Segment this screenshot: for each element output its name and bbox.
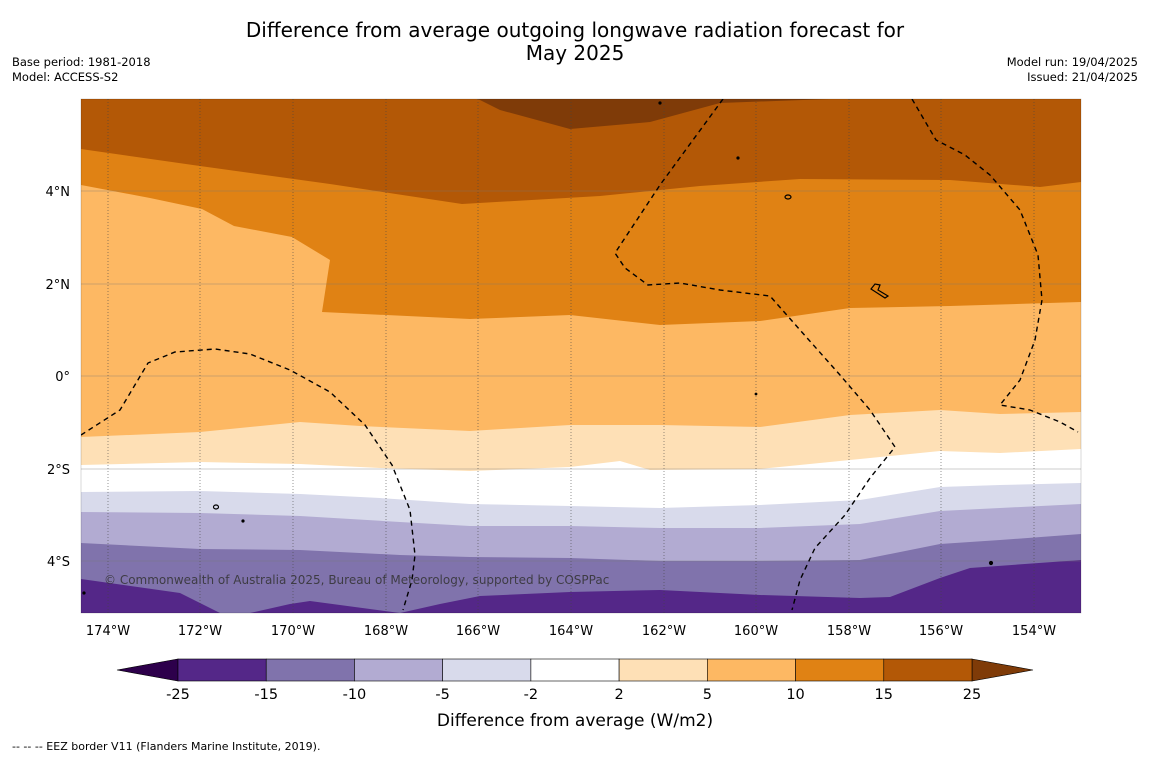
colorbar-tick-label: 15 — [875, 687, 893, 703]
colorbar-cell-7 — [795, 658, 885, 682]
island-e — [736, 156, 740, 160]
lon-label-164w: 164°W — [549, 624, 593, 639]
colorbar-ticks: -25 -15 -10 -5 -2 2 5 10 15 25 — [166, 687, 981, 703]
meta-left: Base period: 1981-2018 Model: ACCESS-S2 — [12, 55, 151, 85]
lon-label-166w: 166°W — [456, 624, 500, 639]
island-g — [988, 560, 994, 566]
lon-label-170w: 170°W — [271, 624, 315, 639]
colorbar-cell-5 — [618, 658, 708, 682]
colorbar-under-arrow — [116, 658, 179, 682]
colorbar: -25 -15 -10 -5 -2 2 5 10 15 25 Difference from av… — [116, 658, 1034, 731]
eez-border-west — [81, 348, 416, 611]
colorbar-cell-3 — [442, 658, 532, 682]
lon-labels: 174°W 172°W 170°W 168°W 166°W 164°W 162°… — [86, 624, 1056, 639]
colorbar-tick-label: 25 — [963, 687, 981, 703]
band-minus25-minus15 — [81, 560, 1081, 613]
meta-right: Model run: 19/04/2025 Issued: 21/04/2025 — [1007, 55, 1138, 85]
colorbar-tick-label: 5 — [703, 687, 712, 703]
lon-label-172w: 172°W — [178, 624, 222, 639]
lon-label-162w: 162°W — [642, 624, 686, 639]
colorbar-tick-label: -15 — [254, 687, 278, 703]
colorbar-cell-8 — [883, 658, 973, 682]
model-label: Model: ACCESS-S2 — [12, 70, 119, 84]
colorbar-tick-label: 10 — [786, 687, 804, 703]
lon-label-174w: 174°W — [86, 624, 130, 639]
eez-borders — [81, 99, 1079, 611]
lon-label-168w: 168°W — [364, 624, 408, 639]
eez-border-central — [614, 99, 896, 611]
lat-labels: 4°N 2°N 0° 2°S 4°S — [46, 185, 71, 570]
lon-label-156w: 156°W — [919, 624, 963, 639]
island-c — [212, 504, 220, 510]
lat-label-2n: 2°N — [46, 278, 71, 293]
colorbar-cell-0 — [177, 658, 267, 682]
colorbar-cell-2 — [354, 658, 443, 682]
island-b — [870, 283, 890, 299]
lat-label-2s: 2°S — [47, 463, 70, 478]
island-d — [658, 101, 662, 105]
title-line-2: May 2025 — [525, 41, 625, 65]
colorbar-label: Difference from average (W/m2) — [437, 711, 713, 731]
parallels — [81, 190, 1081, 562]
map-panel: © Commonwealth of Australia 2025, Bureau… — [81, 99, 1081, 613]
eez-footnote: -- -- -- EEZ border V11 (Flanders Marine… — [12, 740, 321, 753]
issued-label: Issued: 21/04/2025 — [1027, 70, 1138, 84]
island-h — [82, 591, 86, 595]
colorbar-tick-label: -5 — [435, 687, 449, 703]
eez-border-east — [911, 99, 1079, 433]
island-a — [784, 194, 792, 200]
title-line-1: Difference from average outgoing longwav… — [245, 18, 905, 42]
map-frame — [80, 98, 1082, 614]
lat-label-4s: 4°S — [47, 555, 70, 570]
colorbar-tick-label: -25 — [166, 687, 190, 703]
lon-label-158w: 158°W — [827, 624, 871, 639]
island-f — [241, 519, 245, 523]
chart-title: Difference from average outgoing longwav… — [0, 19, 1150, 65]
lon-label-160w: 160°W — [734, 624, 778, 639]
colorbar-tick-label: 2 — [614, 687, 623, 703]
colorbar-cell-1 — [265, 658, 355, 682]
lon-label-154w: 154°W — [1012, 624, 1056, 639]
band-minus15-minus10 — [81, 534, 1081, 613]
model-run-label: Model run: 19/04/2025 — [1006, 55, 1138, 69]
base-period-label: Base period: 1981-2018 — [12, 55, 151, 69]
colorbar-over-arrow — [971, 658, 1034, 682]
colorbar-tick-label: -2 — [524, 687, 538, 703]
colorbar-cells — [177, 658, 973, 682]
copyright-text: © Commonwealth of Australia 2025, Bureau… — [104, 573, 609, 587]
islands — [82, 101, 994, 595]
colorbar-tick-label: -10 — [343, 687, 367, 703]
lat-label-0: 0° — [55, 370, 70, 385]
island-i — [754, 392, 758, 396]
colorbar-cell-6 — [707, 658, 796, 682]
colorbar-cell-4 — [530, 658, 620, 682]
lat-label-4n: 4°N — [46, 185, 71, 200]
